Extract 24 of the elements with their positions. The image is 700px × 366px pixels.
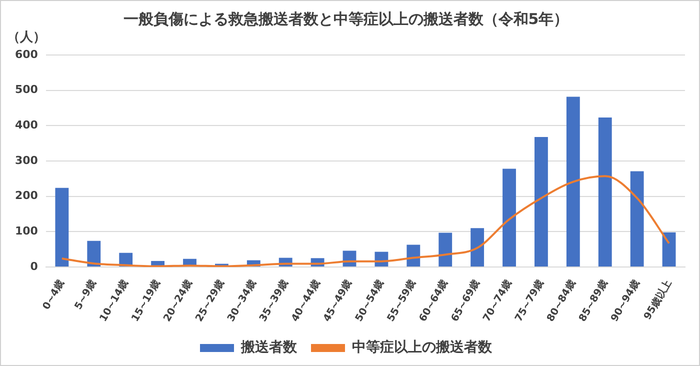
bar	[502, 168, 516, 266]
bar	[55, 188, 69, 266]
y-tick-label: 400	[14, 118, 38, 132]
chart-title: 一般負傷による救急搬送者数と中等症以上の搬送者数（令和5年）	[123, 10, 569, 28]
x-tick-label: 95歳以上	[642, 278, 674, 322]
bar	[470, 228, 484, 266]
y-tick-label: 0	[30, 260, 38, 273]
y-tick-label: 500	[14, 83, 38, 96]
y-tick-label: 600	[14, 48, 38, 61]
bar	[630, 171, 644, 266]
legend-label: 搬送者数	[240, 340, 298, 356]
y-tick-label: 200	[14, 189, 38, 202]
bar	[534, 136, 548, 266]
legend-label: 中等症以上の搬送者数	[352, 338, 493, 356]
bar	[438, 232, 452, 266]
bar	[87, 240, 101, 266]
bar	[566, 96, 580, 266]
bar	[662, 232, 676, 266]
bar	[406, 244, 420, 266]
y-axis-title: （人）	[7, 30, 46, 45]
y-tick-label: 100	[14, 224, 38, 238]
y-tick-label: 300	[14, 154, 38, 167]
bar	[598, 118, 612, 266]
line-series	[60, 175, 670, 267]
